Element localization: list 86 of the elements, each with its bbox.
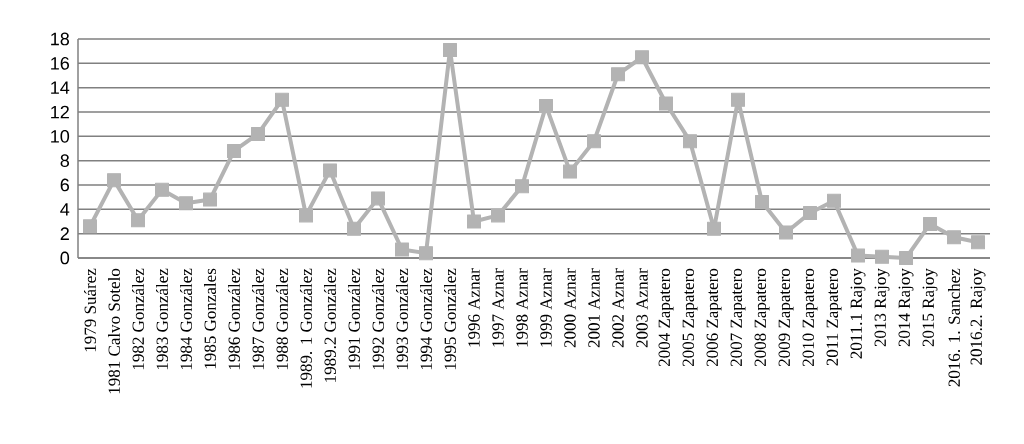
x-tick-label: 1989.2 González [323,268,337,382]
point [755,195,770,210]
point [491,208,506,223]
point [443,42,458,57]
x-tick-label: 1994 González [420,268,433,370]
x-tick-label: 2016. 1. Sanchez [948,268,961,387]
y-tick-label: 6 [60,178,70,192]
x-tick-label: 2002 Aznar [612,268,624,348]
point [827,193,842,208]
x-tick-label: 1985 Gonzales [204,268,216,369]
point [803,205,818,220]
x-tick-label: 2005 Zapatero [682,268,698,367]
point [851,248,866,263]
x-tick-label: 1993 González [396,268,409,370]
point [395,242,409,257]
x-tick-label: 1981 Calvo Sotelo [108,268,120,394]
y-tick-label: 0 [60,251,70,265]
x-tick-label: 2001 Aznar [588,268,600,348]
point [131,213,145,228]
x-tick-label: 1998 Aznar [516,268,528,347]
x-tick-label: 2010 Zapatero [802,268,818,367]
x-tick-label: 2003 Aznar [636,268,648,348]
x-tick-label: 1982 González [132,268,144,370]
point [275,92,290,107]
point [251,126,266,141]
point [371,191,385,206]
y-tick-label: 10 [51,129,70,143]
point [179,196,193,211]
point [971,235,986,250]
y-tick-label: 2 [60,227,69,240]
x-tick-label: 2014 Rajoy [898,268,914,347]
point [923,216,938,231]
point [83,219,97,234]
x-tick-label: 1995 González [444,268,457,370]
point [611,67,626,82]
point [155,182,169,197]
x-tick-label: 1987 González [252,268,264,370]
x-tick-label: 2015 Rajoy [922,268,938,347]
x-tick-label: 1991 González [348,268,360,370]
point [347,221,361,236]
x-tick-label: 1984 González [180,268,192,370]
point [587,134,602,149]
point [707,221,722,236]
x-tick-label: 2011.1 Rajoy [850,268,866,359]
point [299,208,314,223]
point [515,179,530,194]
x-tick-label: 2016.2. Rajoy [970,268,986,365]
point [419,246,433,261]
y-tick-label: 4 [60,203,70,216]
point [107,173,121,188]
point [899,251,914,265]
point [875,249,890,264]
y-tick-label: 12 [51,105,69,119]
x-tick-label: 1997 Aznar [492,268,504,347]
x-tick-label: 1996 Aznar [468,268,480,347]
x-tick-label: 1983 González [156,268,168,370]
x-tick-label: 2004 Zapatero [658,268,674,367]
x-tick-label: 2013 Rajoy [874,268,890,347]
point [227,143,242,158]
x-tick-label: 2011 Zapatero [826,268,842,366]
x-tick-label: 2008 Zapatero [754,268,770,367]
y-tick-label: 16 [51,56,70,70]
y-tick-label: 18 [51,32,70,46]
point [467,214,482,229]
x-tick-label: 2006 Zapatero [706,268,722,367]
point [683,134,698,149]
point [947,230,962,245]
point [779,225,794,240]
point [563,164,578,179]
point [203,192,217,207]
point [539,98,554,113]
x-tick-label: 1999 Aznar [540,268,552,347]
point [731,92,746,107]
x-tick-label: 2007 Zapatero [730,268,746,367]
point [635,50,650,65]
y-tick-label: 8 [60,154,70,168]
y-tick-label: 14 [51,81,70,94]
x-tick-label: 1988 González [276,268,288,370]
x-tick-label: 1989. 1 González [299,268,313,388]
x-tick-label: 2000 Aznar [564,268,576,348]
point [659,96,674,111]
point [323,163,337,178]
x-tick-label: 1992 González [372,268,384,370]
x-tick-label: 2009 Zapatero [778,268,794,367]
x-tick-label: 1979 Suárez [84,268,96,352]
x-tick-label: 1986 González [228,268,240,370]
